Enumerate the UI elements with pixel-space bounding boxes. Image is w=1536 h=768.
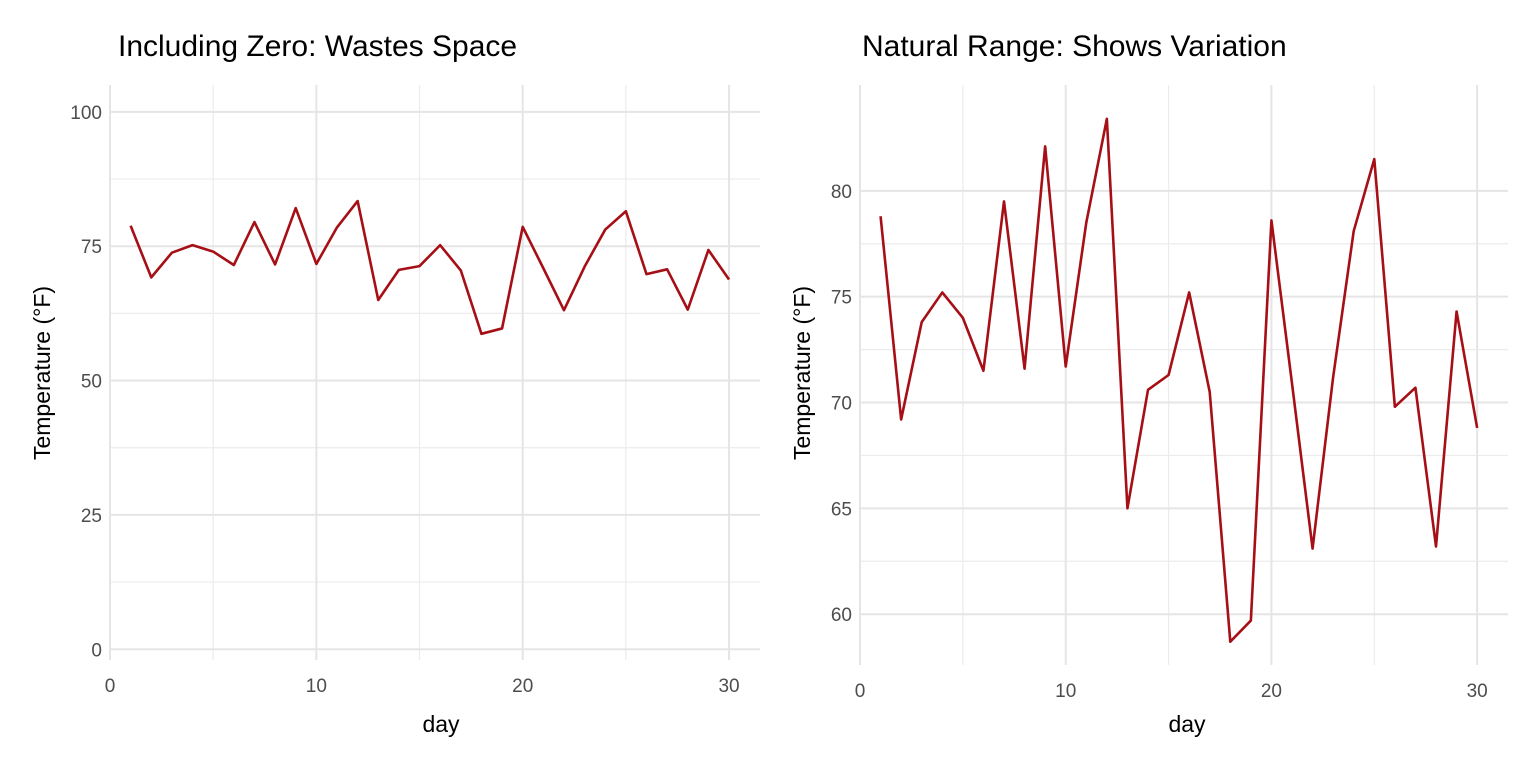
y-tick-label: 50 xyxy=(81,372,102,393)
chart-title: Including Zero: Wastes Space xyxy=(118,30,517,63)
x-tick-label: 0 xyxy=(105,676,116,697)
x-tick-label: 10 xyxy=(306,676,327,697)
panel-including-zero: Including Zero: Wastes Space day Tempera… xyxy=(29,30,760,737)
y-tick-label: 25 xyxy=(81,506,102,527)
y-tick-label: 0 xyxy=(91,640,102,661)
grid xyxy=(109,85,760,660)
x-axis-label: day xyxy=(1168,711,1206,737)
x-tick-label: 30 xyxy=(1467,681,1488,702)
data-points xyxy=(881,119,1478,642)
panel-natural-range: Natural Range: Shows Variation day Tempe… xyxy=(789,30,1508,737)
chart-title: Natural Range: Shows Variation xyxy=(862,30,1287,63)
temperature-series-line xyxy=(129,199,731,336)
temperature-series-line xyxy=(879,117,1479,644)
x-tick-label: 30 xyxy=(718,676,739,697)
grid xyxy=(859,85,1508,665)
y-tick-label: 100 xyxy=(70,103,102,124)
y-tick-label: 75 xyxy=(81,237,102,258)
y-tick-label: 70 xyxy=(831,394,852,415)
x-tick-label: 10 xyxy=(1055,681,1076,702)
x-tick-label: 20 xyxy=(1261,681,1282,702)
x-tick-label: 0 xyxy=(855,681,866,702)
x-tick-label: 20 xyxy=(512,676,533,697)
y-axis-label: Temperature (°F) xyxy=(29,286,55,460)
y-tick-label: 75 xyxy=(831,288,852,309)
y-tick-label: 80 xyxy=(831,182,852,203)
y-tick-label: 60 xyxy=(831,605,852,626)
x-axis-label: day xyxy=(422,711,460,737)
y-axis-label: Temperature (°F) xyxy=(789,286,815,460)
y-tick-label: 65 xyxy=(831,499,852,520)
